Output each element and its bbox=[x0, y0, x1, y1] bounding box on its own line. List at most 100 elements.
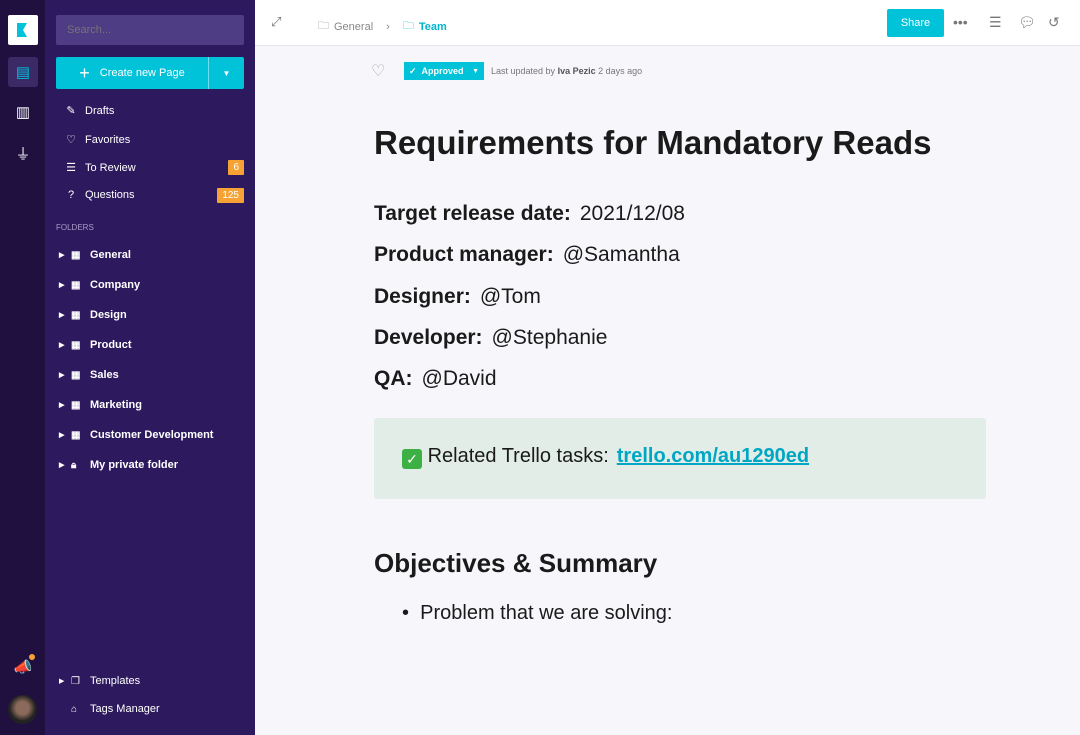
callout-text: Related Trello tasks: bbox=[427, 445, 609, 467]
count-badge: 125 bbox=[217, 187, 244, 203]
folder-icon: ▦ bbox=[71, 429, 81, 441]
create-page-button[interactable]: + Create new Page ▼ bbox=[56, 57, 244, 89]
notification-dot bbox=[29, 654, 35, 660]
folder-icon: ▦ bbox=[71, 279, 81, 291]
plus-icon: + bbox=[79, 62, 90, 83]
chevron-down-icon[interactable]: ▼ bbox=[208, 57, 244, 89]
caret-right-icon[interactable]: ▶ bbox=[59, 402, 65, 409]
heart-icon: ♡ bbox=[66, 134, 76, 146]
folder-icon: 🗀 bbox=[402, 20, 414, 32]
pages-icon[interactable]: ▤ bbox=[8, 57, 38, 87]
field-value: 2021/12/08 bbox=[579, 202, 685, 225]
count-badge: 6 bbox=[228, 160, 244, 175]
folder-item[interactable]: ▶ ▦ Company bbox=[59, 279, 140, 291]
breadcrumb-team[interactable]: Team bbox=[418, 20, 447, 33]
check-icon: ✓ bbox=[409, 65, 417, 76]
field-key: Developer: bbox=[374, 326, 483, 349]
caret-right-icon[interactable]: ▶ bbox=[59, 678, 65, 685]
pencil-icon: ✎ bbox=[66, 105, 76, 117]
caret-right-icon[interactable]: ▶ bbox=[59, 252, 65, 259]
history-icon[interactable]: ↺ bbox=[1048, 14, 1060, 30]
outline-icon[interactable]: ☰ bbox=[989, 14, 1002, 30]
nav-label: To Review bbox=[85, 161, 136, 174]
chevron-down-icon: ▼ bbox=[472, 67, 479, 75]
caret-right-icon[interactable]: ▶ bbox=[59, 282, 65, 289]
tag-icon: ⌂ bbox=[71, 703, 78, 715]
create-page-label: Create new Page bbox=[99, 67, 185, 79]
nav-to-review[interactable]: ☰ To Review 6 bbox=[65, 160, 244, 175]
status-badge[interactable]: ✓ Approved ▼ bbox=[404, 62, 484, 80]
callout-box: ✓ Related Trello tasks: trello.com/au1290… bbox=[374, 418, 986, 499]
folder-item[interactable]: ▶ ▦ Customer Development bbox=[59, 429, 213, 441]
breadcrumb: 🗀 General › 🗀 Team bbox=[318, 17, 447, 36]
field-release-date: Target release date: 2021/12/08 bbox=[374, 202, 685, 226]
list-item-text: Problem that we are solving: bbox=[420, 602, 673, 624]
folder-icon: ▦ bbox=[71, 249, 81, 261]
updated-when: 2 days ago bbox=[598, 66, 643, 76]
updated-by[interactable]: Iva Pezic bbox=[557, 66, 596, 76]
field-value[interactable]: @Tom bbox=[479, 285, 541, 308]
folder-icon: ▦ bbox=[71, 339, 81, 351]
field-value[interactable]: @David bbox=[421, 367, 497, 390]
nav-questions[interactable]: ? Questions 125 bbox=[65, 187, 244, 203]
heart-icon[interactable]: ♡ bbox=[371, 63, 386, 80]
analytics-icon[interactable]: ▥ bbox=[15, 104, 31, 121]
folder-label: Company bbox=[90, 279, 141, 291]
nav-label: Favorites bbox=[85, 133, 131, 146]
caret-right-icon[interactable]: ▶ bbox=[59, 372, 65, 379]
caret-right-icon[interactable]: ▶ bbox=[59, 312, 65, 319]
announcement-icon[interactable]: 📣 bbox=[8, 652, 38, 682]
plug-icon[interactable]: ⏚ bbox=[15, 145, 31, 163]
share-button[interactable]: Share bbox=[887, 9, 944, 37]
field-value[interactable]: @Stephanie bbox=[491, 326, 608, 349]
folders-heading: FOLDERS bbox=[56, 223, 94, 232]
tags-manager-item[interactable]: ⌂ Tags Manager bbox=[59, 703, 160, 715]
folder-item[interactable]: ▶ ▦ Product bbox=[59, 339, 132, 351]
folder-label: General bbox=[90, 249, 131, 261]
create-page-main[interactable]: + Create new Page bbox=[56, 57, 208, 89]
section-heading: Objectives & Summary bbox=[374, 548, 658, 578]
comment-icon[interactable]: 💬︎ bbox=[1018, 14, 1036, 30]
status-label: Approved bbox=[421, 66, 464, 76]
check-mark-icon: ✓ bbox=[402, 449, 422, 469]
folder-item[interactable]: ▶ ▦ General bbox=[59, 249, 131, 261]
caret-right-icon[interactable]: ▶ bbox=[59, 432, 65, 439]
nav-label: Questions bbox=[85, 189, 135, 201]
nav-drafts[interactable]: ✎ Drafts bbox=[65, 104, 244, 118]
breadcrumb-general[interactable]: General bbox=[334, 20, 374, 33]
chevron-right-icon: › bbox=[386, 20, 390, 33]
question-icon: ? bbox=[67, 189, 75, 201]
field-developer: Developer: @Stephanie bbox=[374, 326, 607, 350]
field-value[interactable]: @Samantha bbox=[562, 243, 680, 266]
expand-icon[interactable]: ⤢ bbox=[271, 14, 282, 29]
folder-item[interactable]: ▶ ▦ Marketing bbox=[59, 399, 142, 411]
field-product-manager: Product manager: @Samantha bbox=[374, 243, 680, 267]
folder-icon: ▦ bbox=[71, 309, 81, 321]
folder-label: Marketing bbox=[90, 399, 142, 411]
nav-favorites[interactable]: ♡ Favorites bbox=[65, 133, 244, 147]
templates-icon: ❐ bbox=[71, 675, 80, 687]
folder-item[interactable]: ▶ ▦ Sales bbox=[59, 369, 119, 381]
caret-right-icon[interactable]: ▶ bbox=[59, 342, 65, 349]
templates-item[interactable]: ▶ ❐ Templates bbox=[59, 675, 140, 687]
folder-label: My private folder bbox=[90, 459, 179, 471]
folder-item[interactable]: ▶ ▦ Design bbox=[59, 309, 127, 321]
last-updated: Last updated by Iva Pezic 2 days ago bbox=[491, 66, 642, 76]
folder-label: Customer Development bbox=[90, 429, 214, 441]
app-logo[interactable] bbox=[8, 15, 38, 45]
app-rail: ▤ ▥ ⏚ 📣 bbox=[0, 0, 45, 735]
avatar[interactable] bbox=[8, 695, 37, 724]
folder-icon: ▦ bbox=[71, 369, 81, 381]
search-input[interactable] bbox=[56, 15, 244, 45]
folder-item-private[interactable]: ▶ 🔒︎ My private folder bbox=[59, 459, 178, 471]
tags-manager-label: Tags Manager bbox=[90, 703, 160, 715]
more-icon[interactable]: ••• bbox=[953, 14, 968, 30]
folder-label: Design bbox=[90, 309, 127, 321]
folder-label: Product bbox=[90, 339, 132, 351]
folder-icon: 🗀 bbox=[318, 20, 329, 32]
page-title: Requirements for Mandatory Reads bbox=[374, 124, 932, 161]
field-key: Target release date: bbox=[374, 202, 571, 225]
review-list-icon: ☰ bbox=[66, 162, 76, 174]
caret-right-icon[interactable]: ▶ bbox=[59, 462, 65, 469]
trello-link[interactable]: trello.com/au1290ed bbox=[616, 445, 810, 467]
